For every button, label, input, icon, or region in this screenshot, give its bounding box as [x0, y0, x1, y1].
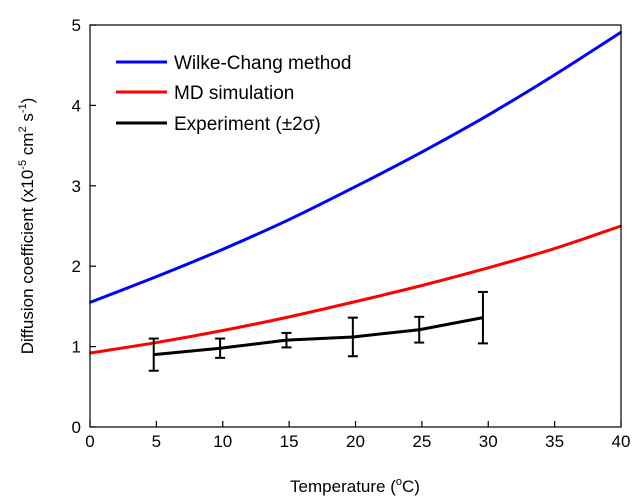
legend-label: Experiment (±2σ): [174, 114, 321, 135]
data-point: [285, 339, 288, 342]
series-line-2: [153, 316, 484, 357]
data-point: [553, 73, 556, 76]
data-point: [221, 248, 224, 251]
data-point: [155, 275, 158, 278]
y-axis-title: Diffusion coefficient (x10-5 cm2 s-1): [17, 98, 37, 355]
data-point: [418, 328, 421, 331]
data-point: [351, 335, 354, 338]
data-point: [288, 315, 291, 318]
y-tick-label: 1: [72, 338, 81, 357]
data-point: [481, 316, 484, 319]
y-tick-label: 2: [72, 257, 81, 276]
y-tick-label: 0: [72, 418, 81, 437]
legend-label: MD simulation: [174, 83, 294, 104]
data-point: [219, 347, 222, 350]
axes: 0 5 10 15 20 25 30 35 40 0 1 2 3 4 5: [72, 16, 631, 451]
data-point: [420, 151, 423, 154]
data-point: [487, 266, 490, 269]
data-point: [155, 341, 158, 344]
y-tick-label: 3: [72, 177, 81, 196]
legend: Wilke-Chang method MD simulation Experimen…: [116, 53, 351, 135]
legend-item: MD simulation: [116, 83, 294, 104]
data-point: [354, 185, 357, 188]
series-line-1: [89, 224, 622, 355]
x-tick-label: 10: [213, 432, 232, 451]
legend-item: Experiment (±2σ): [116, 114, 321, 135]
data-point: [288, 218, 291, 221]
x-tick-label: 30: [479, 432, 498, 451]
data-point: [420, 284, 423, 287]
x-tick-label: 15: [280, 432, 299, 451]
x-tick-label: 35: [545, 432, 564, 451]
data-point: [221, 329, 224, 332]
y-tick-label: 4: [72, 96, 81, 115]
legend-label: Wilke-Chang method: [174, 53, 351, 74]
series-line-0: [89, 30, 622, 304]
y-tick-label: 5: [72, 16, 81, 35]
plot-frame: [89, 24, 622, 428]
plot-area: [89, 30, 622, 372]
legend-item: Wilke-Chang method: [116, 53, 351, 74]
data-point: [487, 114, 490, 117]
x-axis-title: Temperature (oC): [290, 476, 420, 496]
data-point: [553, 247, 556, 250]
data-point: [152, 353, 155, 356]
x-tick-label: 0: [85, 432, 94, 451]
x-tick-label: 5: [152, 432, 161, 451]
data-point: [354, 300, 357, 303]
x-tick-label: 40: [612, 432, 631, 451]
x-tick-label: 25: [412, 432, 431, 451]
x-tick-label: 20: [346, 432, 365, 451]
